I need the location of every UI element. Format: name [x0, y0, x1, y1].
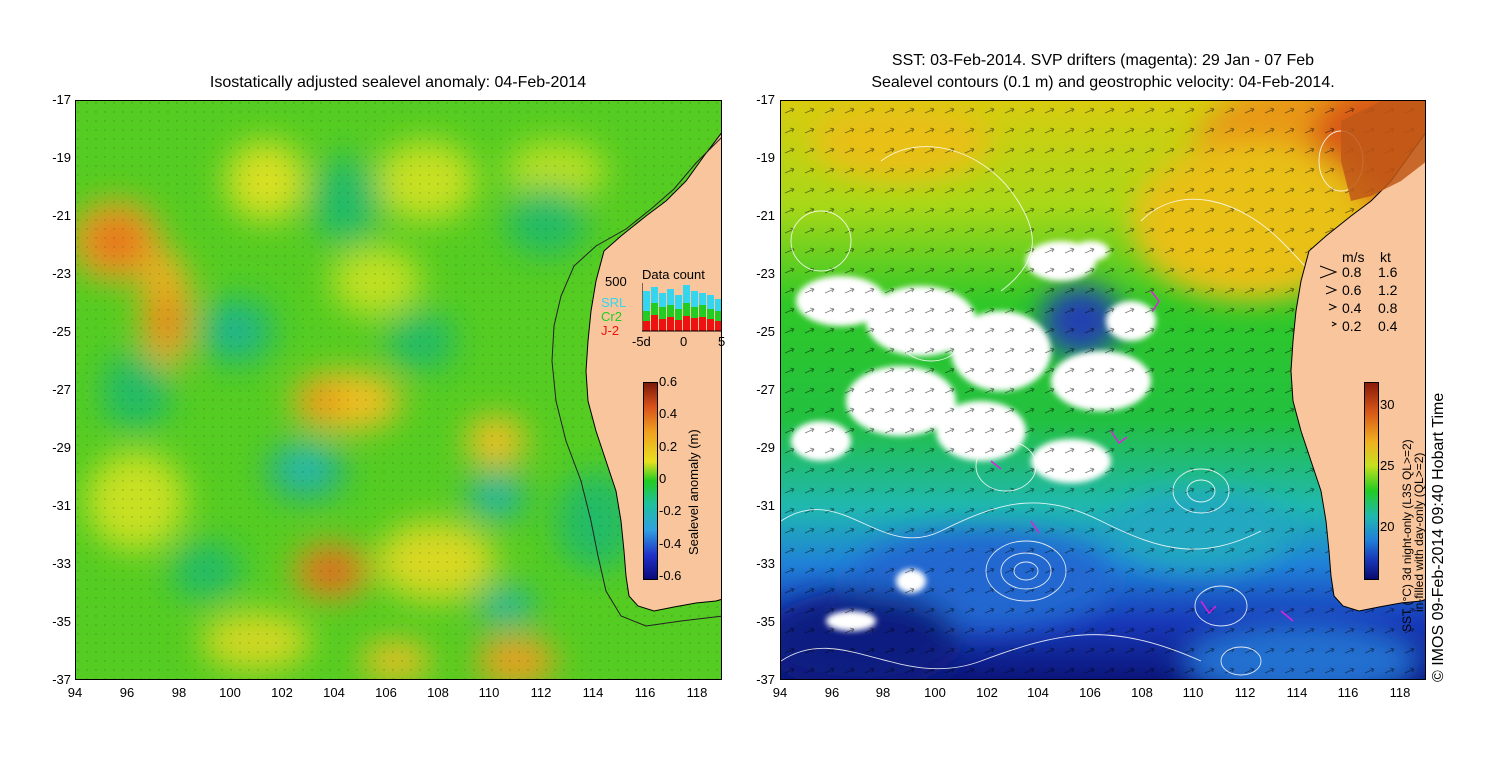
sealevel-colorbar-tick: 0.2 — [659, 439, 678, 454]
left-x-tick: 94 — [67, 685, 83, 700]
right-y-tick: -31 — [756, 498, 775, 513]
left-y-tick: -29 — [52, 440, 71, 455]
velocity-legend-kt: 1.2 — [1378, 282, 1398, 298]
velocity-legend-ms: 0.8 — [1342, 264, 1362, 280]
left-y-tick: -33 — [52, 556, 71, 571]
left-x-tick: 116 — [634, 685, 656, 700]
right-y-tick: -17 — [756, 92, 775, 107]
sealevel-contours — [781, 130, 1364, 676]
australia-coast-right — [1290, 132, 1425, 612]
sealevel-colorbar-label: Sealevel anomaly (m) — [686, 429, 701, 555]
left-y-tick: -37 — [52, 672, 71, 687]
legend-srl: SRL — [601, 295, 627, 310]
sealevel-colorbar-tick: 0.4 — [659, 406, 678, 421]
left-x-tick: 102 — [271, 685, 293, 700]
data-count-y-max: 500 — [605, 274, 627, 289]
sst-map — [780, 100, 1426, 680]
right-x-tick: 118 — [1389, 685, 1411, 700]
left-y-tick: -21 — [52, 208, 71, 223]
right-x-tick: 104 — [1027, 685, 1049, 700]
velocity-legend-kt: 0.8 — [1378, 300, 1398, 316]
velocity-legend-ms: 0.4 — [1342, 300, 1362, 316]
australia-coast-left — [585, 132, 721, 612]
right-map-title-line2: Sealevel contours (0.1 m) and geostrophi… — [871, 74, 1335, 91]
right-x-tick: 116 — [1337, 685, 1359, 700]
left-y-tick: -31 — [52, 498, 71, 513]
velocity-legend-header-ms: m/s — [1342, 249, 1365, 265]
left-x-tick: 114 — [582, 685, 604, 700]
sealevel-colorbar-gradient — [643, 382, 658, 580]
right-x-tick: 94 — [772, 685, 788, 700]
left-map-title: Isostatically adjusted sealevel anomaly:… — [209, 74, 587, 91]
velocity-legend-ms: 0.6 — [1342, 282, 1362, 298]
velocity-legend-header-kt: kt — [1380, 249, 1391, 265]
shelf-contour-left — [551, 137, 721, 627]
left-y-tick: -23 — [52, 266, 71, 281]
right-y-tick: -37 — [756, 672, 775, 687]
data-count-bars — [642, 283, 722, 332]
right-map-title-line1: SST: 03-Feb-2014. SVP drifters (magenta)… — [891, 52, 1315, 69]
legend-j2: J-2 — [601, 323, 620, 338]
left-x-tick: 106 — [375, 685, 397, 700]
sealevel-colorbar-tick: -0.4 — [659, 536, 682, 551]
sst-colorbar-gradient — [1364, 382, 1379, 580]
velocity-legend-kt: 1.6 — [1378, 264, 1398, 280]
right-x-tick: 110 — [1182, 685, 1204, 700]
sealevel-colorbar-tick: 0.6 — [659, 374, 678, 389]
right-y-tick: -29 — [756, 440, 775, 455]
left-x-tick: 112 — [530, 685, 552, 700]
right-x-tick: 102 — [976, 685, 998, 700]
sst-colorbar-tick: 25 — [1380, 458, 1395, 473]
left-y-tick: -27 — [52, 382, 71, 397]
velocity-legend-kt: 0.4 — [1378, 318, 1398, 334]
left-x-tick: 108 — [427, 685, 449, 700]
left-x-tick: 110 — [478, 685, 500, 700]
imos-credit: © IMOS 09-Feb-2014 09:40 Hobart Time — [1430, 392, 1447, 682]
sst-colorbar-label-line2: in-filled with day-only (QL>=2) — [1412, 452, 1426, 612]
left-y-tick: -19 — [52, 150, 71, 165]
right-x-tick: 100 — [924, 685, 946, 700]
right-x-tick: 114 — [1286, 685, 1308, 700]
data-count-x-tick: 5 — [718, 334, 726, 349]
right-y-tick: -35 — [756, 614, 775, 629]
right-y-tick: -23 — [756, 266, 775, 281]
left-y-tick: -35 — [52, 614, 71, 629]
right-y-tick: -19 — [756, 150, 775, 165]
sst-colorbar-tick: 20 — [1380, 519, 1395, 534]
right-y-tick: -25 — [756, 324, 775, 339]
right-y-tick: -33 — [756, 556, 775, 571]
sealevel-colorbar-tick: -0.2 — [659, 503, 682, 518]
sealevel-colorbar-tick: -0.6 — [659, 568, 682, 583]
right-y-tick: -27 — [756, 382, 775, 397]
left-x-tick: 96 — [119, 685, 135, 700]
left-x-tick: 100 — [219, 685, 241, 700]
right-y-tick: -21 — [756, 208, 775, 223]
left-y-tick: -25 — [52, 324, 71, 339]
right-x-tick: 108 — [1131, 685, 1153, 700]
right-x-tick: 98 — [875, 685, 891, 700]
right-x-tick: 106 — [1079, 685, 1101, 700]
left-y-tick: -17 — [52, 92, 71, 107]
sealevel-anomaly-map — [75, 100, 722, 680]
right-x-tick: 112 — [1234, 685, 1256, 700]
left-x-tick: 118 — [686, 685, 708, 700]
sealevel-colorbar-tick: 0 — [659, 471, 667, 486]
left-x-tick: 104 — [323, 685, 345, 700]
right-x-tick: 96 — [824, 685, 840, 700]
velocity-arrow-glyphs — [1319, 265, 1338, 327]
data-count-x-tick: -5d — [632, 334, 651, 349]
svp-drifter-tracks — [990, 290, 1294, 622]
velocity-legend-ms: 0.2 — [1342, 318, 1362, 334]
data-count-x-tick: 0 — [680, 334, 688, 349]
data-count-title: Data count — [642, 267, 705, 282]
legend-cr2: Cr2 — [601, 309, 622, 324]
left-x-tick: 98 — [171, 685, 187, 700]
sst-colorbar-tick: 30 — [1380, 397, 1395, 412]
